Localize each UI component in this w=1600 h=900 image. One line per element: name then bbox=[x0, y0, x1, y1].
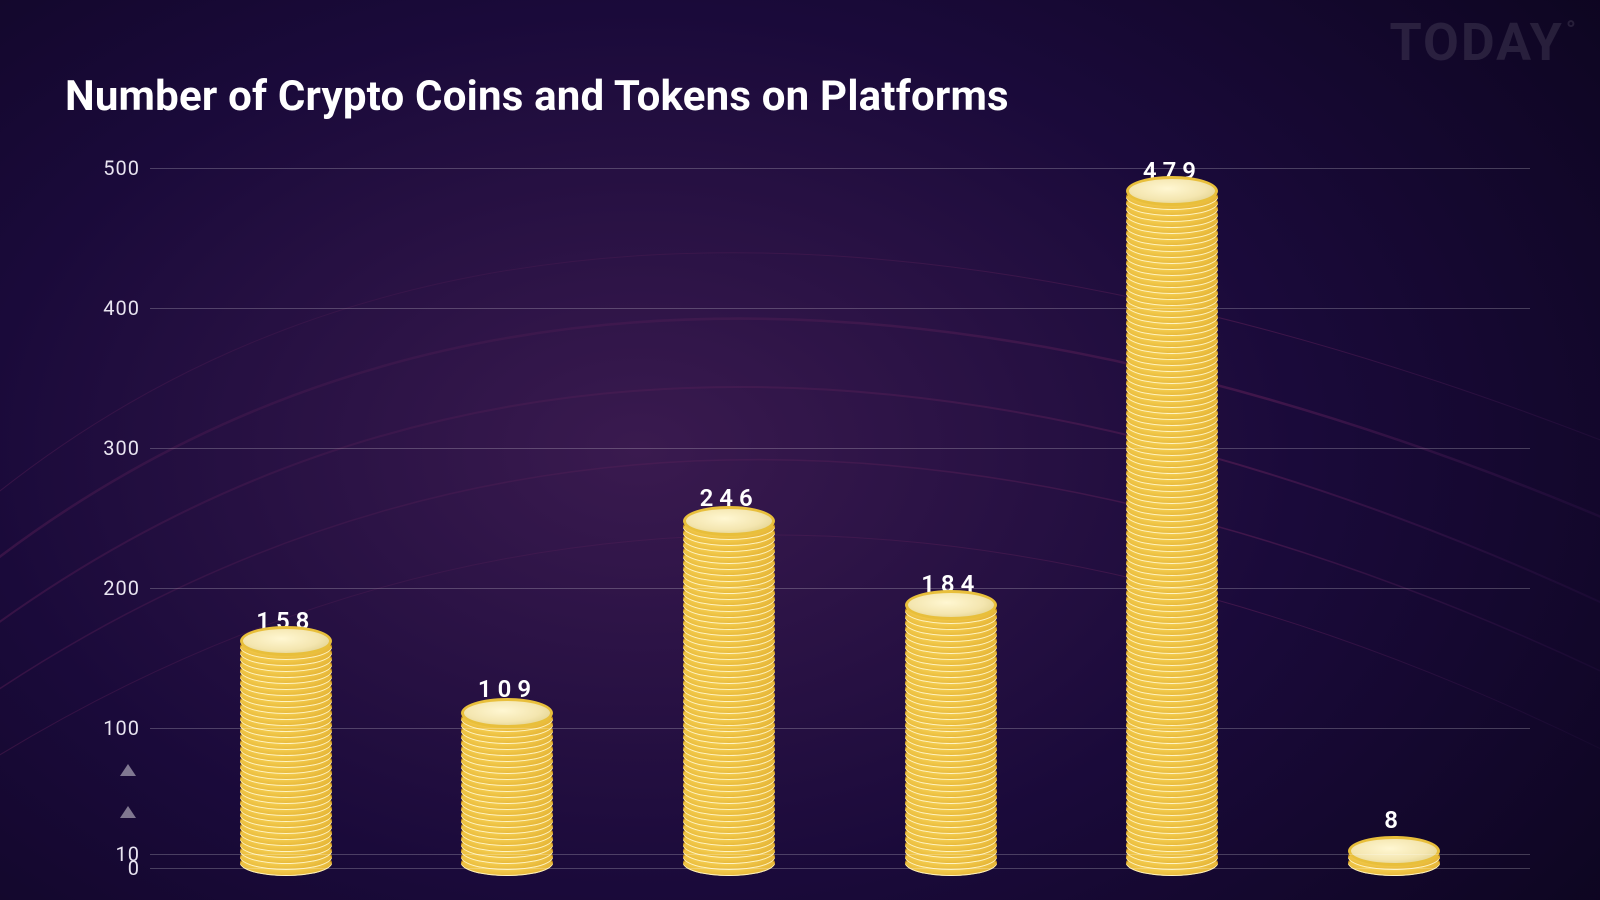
watermark-text: TODAY bbox=[1389, 12, 1563, 73]
y-tick-label: 500 bbox=[95, 156, 140, 180]
chart-container: 1581092461844798 010100200300400500 bbox=[90, 160, 1530, 880]
y-tick-label: 10 bbox=[95, 842, 140, 866]
bars-row: 1581092461844798 bbox=[150, 168, 1530, 868]
coin-stack bbox=[1126, 197, 1218, 868]
gridline bbox=[150, 728, 1530, 729]
chart-title: Number of Crypto Coins and Tokens on Pla… bbox=[65, 72, 1009, 121]
bar: 246 bbox=[669, 484, 789, 868]
y-minor-marker-icon bbox=[120, 806, 136, 818]
bar: 109 bbox=[447, 675, 567, 868]
bar: 8 bbox=[1334, 806, 1454, 868]
coin-top-icon bbox=[240, 626, 332, 656]
watermark-degree-icon: ° bbox=[1566, 16, 1578, 46]
coin-top-icon bbox=[1348, 836, 1440, 866]
y-tick-label: 100 bbox=[95, 716, 140, 740]
gridline bbox=[150, 448, 1530, 449]
y-tick-label: 400 bbox=[95, 296, 140, 320]
coin-stack bbox=[240, 647, 332, 868]
gridline bbox=[150, 308, 1530, 309]
y-minor-marker-icon bbox=[120, 764, 136, 776]
coin-stack bbox=[461, 715, 553, 868]
gridline bbox=[150, 868, 1530, 869]
plot-area: 1581092461844798 010100200300400500 bbox=[150, 168, 1530, 868]
coin-stack bbox=[1348, 846, 1440, 868]
coin-stack bbox=[683, 524, 775, 868]
gridline bbox=[150, 168, 1530, 169]
bar-value-label: 8 bbox=[1384, 806, 1404, 834]
coin-stack bbox=[905, 610, 997, 868]
bar: 184 bbox=[891, 570, 1011, 868]
bar: 158 bbox=[226, 607, 346, 868]
coin-top-icon bbox=[905, 590, 997, 620]
bar: 479 bbox=[1112, 157, 1232, 868]
y-tick-label: 200 bbox=[95, 576, 140, 600]
gridline bbox=[150, 854, 1530, 855]
gridline bbox=[150, 588, 1530, 589]
coin-top-icon bbox=[683, 506, 775, 536]
y-tick-label: 300 bbox=[95, 436, 140, 460]
coin-top-icon bbox=[461, 698, 553, 728]
coin-top-icon bbox=[1126, 176, 1218, 206]
watermark-today: TODAY° bbox=[1389, 12, 1578, 73]
